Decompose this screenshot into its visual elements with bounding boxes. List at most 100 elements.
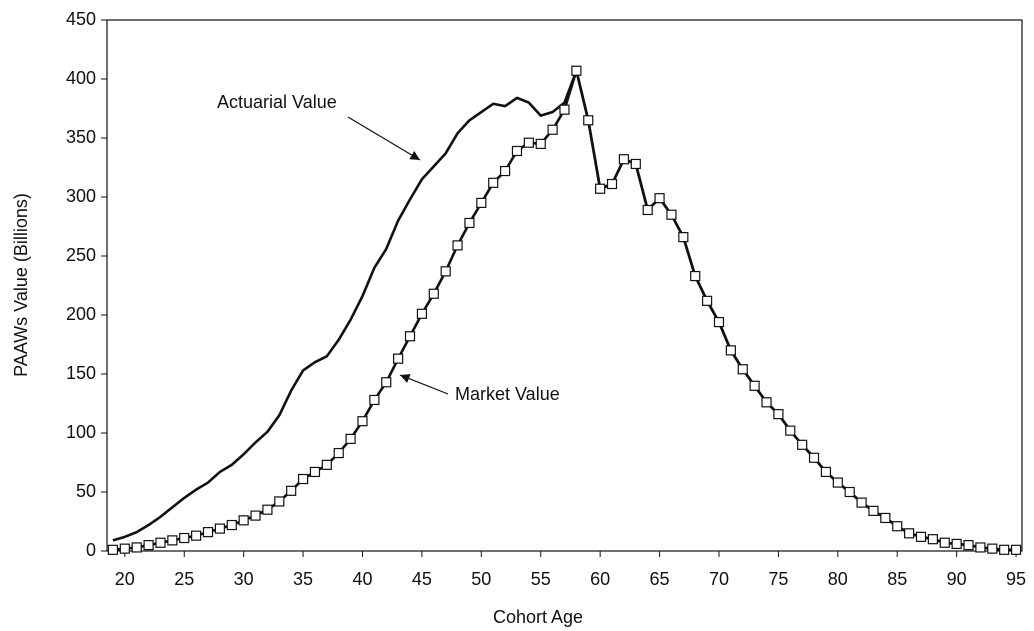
series-marker xyxy=(107,544,119,555)
series-marker xyxy=(725,345,736,356)
series-marker xyxy=(416,308,428,319)
annotation-arrow xyxy=(399,374,449,395)
series-marker xyxy=(844,486,855,498)
series-marker xyxy=(131,542,142,553)
series-marker xyxy=(904,528,915,539)
series-marker xyxy=(642,204,653,216)
series-marker xyxy=(678,232,689,243)
series-line xyxy=(112,69,1017,552)
x-tick-label: 75 xyxy=(768,569,788,589)
annotation: Market Value xyxy=(455,384,560,404)
y-tick-label: 100 xyxy=(66,422,96,442)
x-tick-label: 40 xyxy=(352,569,372,589)
series-marker xyxy=(333,447,344,459)
series-marker xyxy=(167,535,178,546)
y-tick-label: 350 xyxy=(66,127,96,147)
series-marker xyxy=(630,158,641,170)
annotation-arrow xyxy=(347,116,421,161)
x-tick-label: 65 xyxy=(650,569,670,589)
series-marker xyxy=(381,377,392,388)
series-marker xyxy=(654,193,665,204)
series-marker xyxy=(523,137,534,148)
series-marker xyxy=(666,209,677,220)
annotation: Actuarial Value xyxy=(217,92,337,112)
series-marker xyxy=(464,217,475,229)
series-marker xyxy=(274,496,285,507)
x-tick-label: 55 xyxy=(531,569,551,589)
series-marker xyxy=(951,538,962,550)
series-marker xyxy=(428,288,439,299)
y-tick-label: 300 xyxy=(66,186,96,206)
series-marker xyxy=(975,542,986,553)
series-marker xyxy=(179,532,190,544)
y-axis-label: PAAWs Value (Billions) xyxy=(11,193,31,377)
y-tick-label: 250 xyxy=(66,245,96,265)
x-tick-label: 20 xyxy=(115,569,135,589)
series-marker xyxy=(583,115,594,126)
series-line xyxy=(112,69,1017,552)
series-marker xyxy=(238,515,249,526)
series-marker xyxy=(357,416,368,427)
series-marker xyxy=(404,331,416,342)
series-marker xyxy=(856,497,867,508)
series-marker xyxy=(595,183,606,194)
series-marker xyxy=(963,539,974,551)
series-marker xyxy=(452,240,463,251)
y-tick-label: 50 xyxy=(76,481,96,501)
y-tick-label: 150 xyxy=(66,363,96,383)
series-marker xyxy=(321,459,332,470)
series-marker xyxy=(892,521,903,532)
series-marker xyxy=(808,452,820,463)
series-marker xyxy=(927,534,938,545)
x-tick-label: 25 xyxy=(174,569,194,589)
series-marker xyxy=(690,270,701,282)
series-marker xyxy=(143,539,154,551)
y-tick-label: 400 xyxy=(66,68,96,88)
series-marker xyxy=(119,543,130,554)
x-tick-label: 30 xyxy=(234,569,254,589)
series-marker xyxy=(559,104,570,115)
series-marker xyxy=(393,353,404,364)
x-tick-label: 50 xyxy=(471,569,491,589)
series-marker xyxy=(262,504,273,515)
x-tick-label: 90 xyxy=(947,569,967,589)
y-tick-label: 0 xyxy=(86,540,96,560)
series-marker xyxy=(309,466,321,478)
series-marker xyxy=(606,178,618,190)
series-marker xyxy=(214,523,225,534)
x-tick-label: 80 xyxy=(828,569,848,589)
series-marker xyxy=(440,266,451,277)
series-marker xyxy=(987,543,998,554)
series-marker xyxy=(345,433,356,444)
series-marker xyxy=(999,544,1010,555)
series-marker xyxy=(202,527,214,538)
series-marker xyxy=(476,197,487,208)
series-marker xyxy=(915,531,927,542)
series-marker xyxy=(820,466,832,478)
series-marker xyxy=(939,537,950,548)
series-marker xyxy=(297,473,309,485)
x-tick-label: 95 xyxy=(1006,569,1026,589)
series-marker xyxy=(226,519,237,531)
series-marker xyxy=(618,154,630,165)
x-tick-label: 45 xyxy=(412,569,432,589)
series-marker xyxy=(761,397,772,408)
series-marker xyxy=(535,138,546,149)
series-marker xyxy=(713,316,725,328)
series-marker xyxy=(785,425,796,436)
series-marker xyxy=(749,380,760,391)
series-marker xyxy=(797,439,808,450)
series-marker xyxy=(832,477,843,488)
series-marker xyxy=(880,512,891,524)
series-marker xyxy=(868,505,879,516)
y-tick-label: 200 xyxy=(66,304,96,324)
series-marker xyxy=(1010,544,1022,555)
series-marker xyxy=(155,537,166,548)
x-tick-label: 35 xyxy=(293,569,313,589)
x-tick-label: 85 xyxy=(887,569,907,589)
series-marker xyxy=(773,409,784,420)
x-axis-label: Cohort Age xyxy=(493,607,583,627)
series-marker xyxy=(511,145,523,157)
series-marker xyxy=(369,394,380,406)
